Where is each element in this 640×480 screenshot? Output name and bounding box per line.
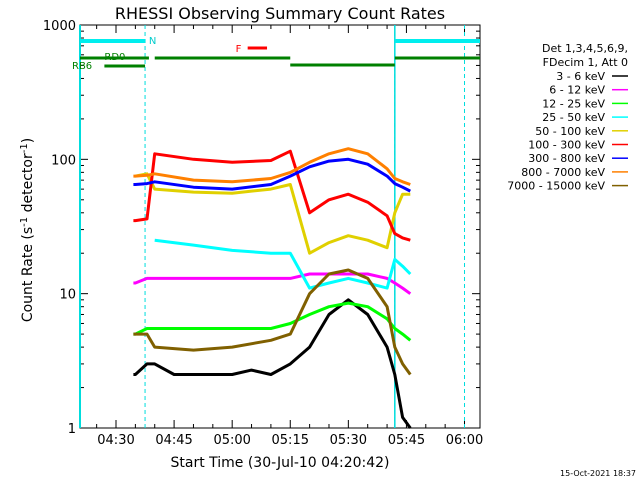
- chart-title: RHESSI Observing Summary Count Rates: [115, 4, 445, 23]
- y-axis-label-end: ): [20, 138, 36, 143]
- legend-label: 800 - 7000 keV: [521, 166, 605, 179]
- y-axis-label-main: Count Rate (s: [20, 227, 36, 322]
- y-axis-label: Count Rate (s-1 detector-1): [19, 138, 37, 322]
- flare-label: F: [236, 44, 242, 55]
- legend-label: 12 - 25 keV: [542, 97, 605, 110]
- y-tick-label: 1000: [43, 19, 76, 34]
- y-axis-label-sup: -1: [19, 217, 30, 227]
- legend-label: 6 - 12 keV: [549, 84, 605, 97]
- legend-label: 100 - 300 keV: [528, 139, 605, 152]
- legend-label: 50 - 100 keV: [535, 125, 605, 138]
- x-tick-label: 05:15: [272, 433, 309, 448]
- plot-frame: [79, 24, 481, 429]
- observing-annotations: N F RD0 RB6: [72, 25, 480, 428]
- y-axis-label-sup2: -1: [19, 143, 30, 153]
- x-tick-label: 05:45: [388, 433, 425, 448]
- x-tick-label: 04:45: [155, 433, 192, 448]
- x-tick-label: 05:00: [213, 433, 250, 448]
- x-tick-label: 05:30: [330, 433, 367, 448]
- series-line-6: [133, 157, 411, 193]
- x-tick-label: 06:00: [446, 433, 483, 448]
- x-axis: 04:30 04:45 05:00 05:15 05:30 05:45 06:00: [96, 25, 483, 448]
- series-lines: [133, 147, 412, 429]
- series-line-3: [154, 238, 412, 290]
- legend-header: FDecim 1, Att 0: [543, 56, 628, 69]
- series-line-0: [133, 298, 412, 429]
- legend: Det 1,3,4,5,6,9,FDecim 1, Att 03 - 6 keV…: [507, 42, 628, 193]
- night-label: N: [149, 36, 156, 47]
- legend-header: Det 1,3,4,5,6,9,: [542, 42, 628, 55]
- legend-label: 300 - 800 keV: [528, 152, 605, 165]
- series-line-2: [133, 301, 412, 342]
- rb6-label: RB6: [72, 61, 92, 72]
- rd0-label: RD0: [104, 52, 125, 63]
- legend-label: 7000 - 15000 keV: [507, 180, 605, 193]
- legend-label: 3 - 6 keV: [556, 70, 605, 83]
- x-tick-label: 04:30: [97, 433, 134, 448]
- y-tick-label: 100: [51, 153, 76, 168]
- footer-timestamp: 15-Oct-2021 18:37: [560, 469, 636, 478]
- y-axis: 1 10 100 1000: [43, 19, 480, 437]
- y-axis-label-mid: detector: [20, 153, 36, 217]
- x-axis-label: Start Time (30-Jul-10 04:20:42): [170, 455, 389, 471]
- y-tick-label: 1: [68, 422, 76, 437]
- series-line-5: [133, 149, 411, 242]
- series-line-1: [133, 272, 412, 295]
- y-tick-label: 10: [59, 288, 76, 303]
- legend-label: 25 - 50 keV: [542, 111, 605, 124]
- series-line-7: [133, 147, 411, 186]
- series-line-8: [133, 268, 412, 376]
